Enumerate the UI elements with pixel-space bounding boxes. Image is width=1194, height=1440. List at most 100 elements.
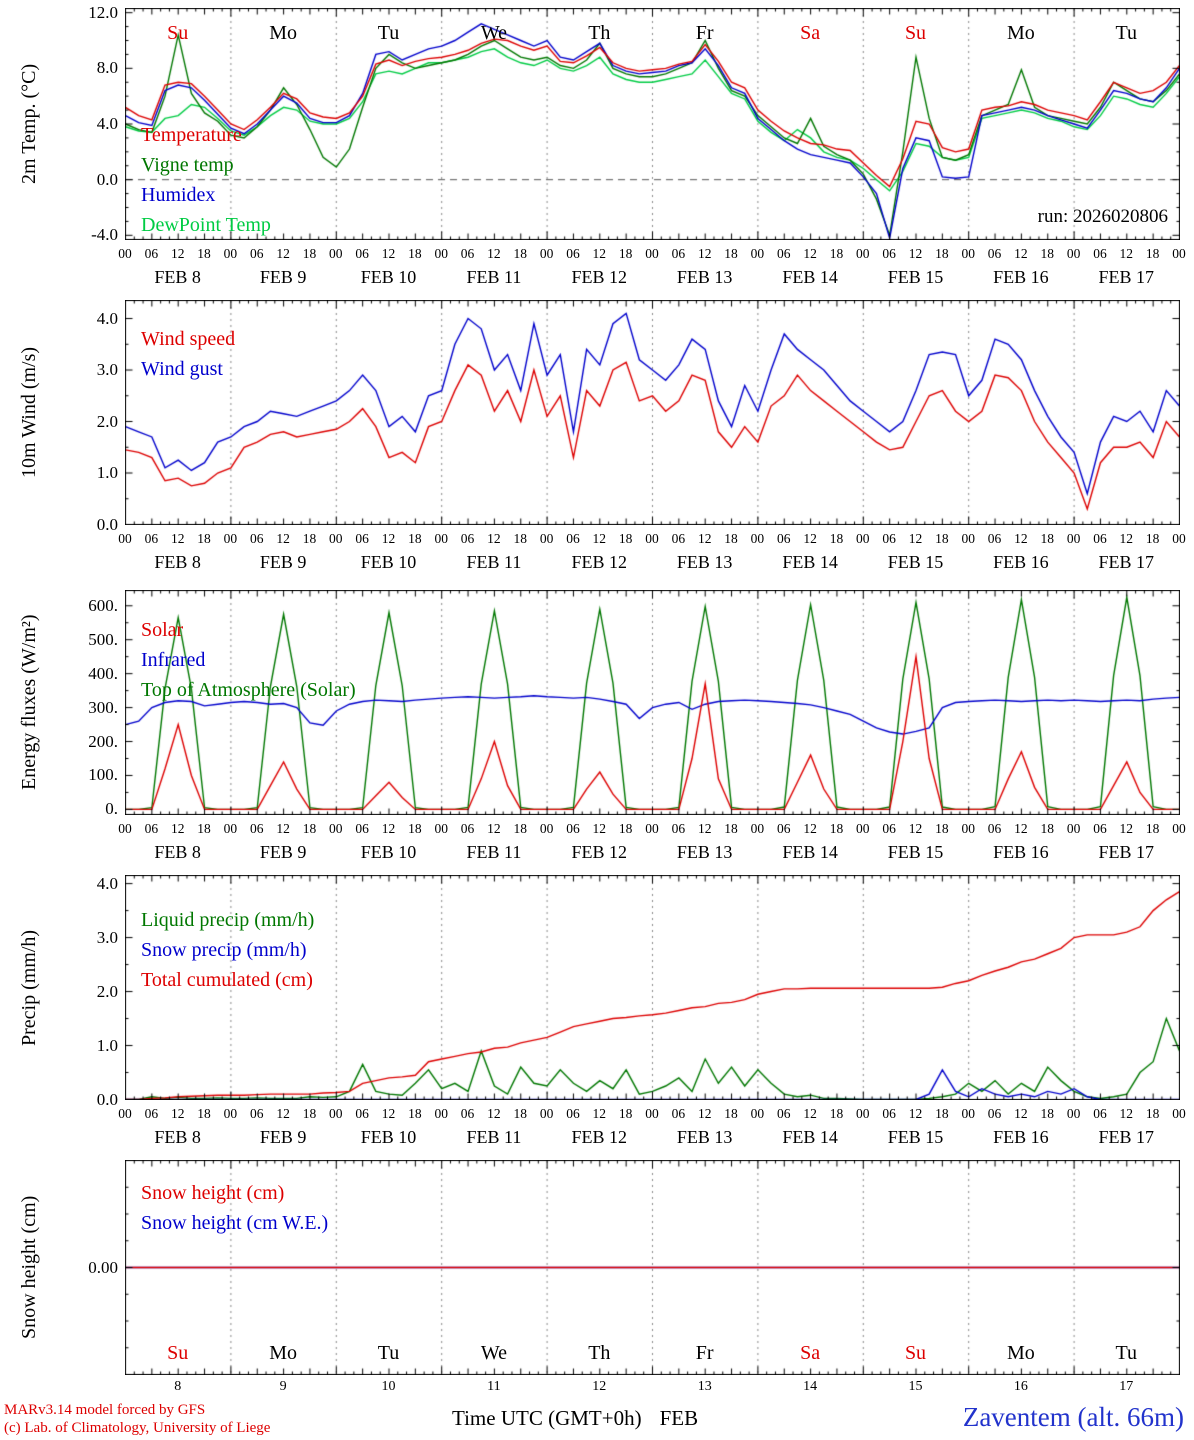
day-name-label: Mo — [269, 22, 297, 44]
hour-tick-label: 18 — [1145, 821, 1160, 836]
hour-tick-label: 00 — [645, 246, 659, 261]
date-label: FEB 11 — [466, 552, 522, 572]
hour-tick-label: 18 — [197, 246, 211, 261]
hour-tick-label: 18 — [513, 531, 528, 546]
hour-tick-label: 18 — [935, 246, 949, 261]
hour-tick-label: 18 — [197, 1106, 211, 1121]
date-label: FEB 13 — [676, 842, 733, 862]
hour-tick-label: 06 — [355, 246, 369, 261]
legend-item: Wind speed — [141, 328, 236, 350]
hour-tick-label: 12 — [276, 821, 290, 836]
hour-tick-label: 00 — [961, 821, 975, 836]
day-number-label: 13 — [697, 1379, 712, 1394]
hour-tick-label: 00 — [434, 246, 448, 261]
hour-tick-label: 06 — [777, 1106, 791, 1121]
model-credit: MARv3.14 model forced by GFS (c) Lab. of… — [4, 1401, 270, 1437]
hour-tick-label: 12 — [1014, 531, 1028, 546]
hour-tick-label: 18 — [935, 531, 949, 546]
hour-tick-label: 18 — [724, 1106, 738, 1121]
hour-tick-label: 18 — [935, 1106, 949, 1121]
legend-item: Wind gust — [141, 358, 223, 380]
hour-tick-label: 06 — [460, 821, 475, 836]
hour-tick-label: 00 — [539, 531, 554, 546]
y-tick-label: 300. — [88, 697, 118, 717]
legend-item: Humidex — [141, 184, 216, 206]
legend-item: Liquid precip (mm/h) — [141, 909, 315, 931]
snow-legend: Snow height (cm) Snow height (cm W.E.) — [141, 1178, 328, 1238]
hour-tick-label: 18 — [408, 531, 422, 546]
hour-tick-label: 06 — [1093, 821, 1107, 836]
month-label: FEB — [659, 1406, 699, 1430]
credit-line-2: (c) Lab. of Climatology, University of L… — [4, 1420, 271, 1436]
hour-tick-label: 06 — [671, 531, 686, 546]
hour-tick-label: 00 — [329, 246, 343, 261]
hour-tick-label: 12 — [1119, 821, 1134, 836]
hour-tick-label: 18 — [829, 246, 844, 261]
hour-tick-label: 00 — [856, 531, 870, 546]
hour-tick-label: 12 — [908, 531, 923, 546]
date-label: FEB 14 — [782, 1127, 838, 1147]
hour-tick-label: 18 — [197, 821, 211, 836]
hour-tick-label: 12 — [1119, 1106, 1134, 1121]
hour-tick-label: 12 — [1014, 1106, 1028, 1121]
y-tick-label: 200. — [88, 731, 118, 751]
hour-tick-label: 18 — [302, 821, 317, 836]
hour-tick-label: 06 — [250, 1106, 264, 1121]
hour-tick-label: 12 — [170, 1106, 185, 1121]
y-tick-label: 600. — [88, 595, 118, 615]
snow-plot-canvas — [125, 1160, 1180, 1375]
hour-tick-label: 06 — [987, 821, 1002, 836]
day-name-label: Th — [588, 22, 611, 44]
hour-tick-label: 18 — [302, 531, 317, 546]
hour-tick-label: 00 — [329, 821, 343, 836]
snow-plot-area: Snow height (cm) Snow height (cm W.E.) Su… — [125, 1160, 1180, 1375]
hour-tick-label: 00 — [645, 1106, 659, 1121]
hour-tick-label: 00 — [645, 531, 659, 546]
date-label: FEB 9 — [259, 1127, 307, 1147]
day-name-label: Th — [588, 1342, 611, 1364]
hour-tick-label: 18 — [829, 821, 844, 836]
hour-tick-label: 06 — [777, 821, 791, 836]
y-tick-label: 2.0 — [96, 411, 118, 431]
hour-tick-label: 18 — [829, 531, 844, 546]
date-label: FEB 12 — [571, 842, 628, 862]
y-tick-label: 3.0 — [96, 360, 118, 380]
hour-tick-label: 00 — [1172, 246, 1186, 261]
hour-tick-label: 06 — [566, 246, 580, 261]
y-tick-label: 0.0 — [96, 169, 118, 189]
hour-tick-label: 18 — [408, 1106, 422, 1121]
date-label: FEB 14 — [782, 267, 838, 287]
hour-tick-label: 00 — [1172, 821, 1186, 836]
hour-tick-label: 06 — [355, 531, 369, 546]
hour-tick-label: 00 — [961, 531, 975, 546]
day-name-label: Sa — [800, 22, 821, 44]
hour-tick-label: 12 — [592, 246, 607, 261]
hour-tick-label: 12 — [170, 821, 185, 836]
day-name-label: Mo — [1006, 1342, 1035, 1364]
day-number-label: 12 — [592, 1379, 607, 1394]
energy-plot-canvas — [125, 590, 1180, 815]
hour-tick-label: 06 — [882, 531, 896, 546]
panel-precip: Precip (mm/h) Liquid precip (mm/h) Snow p… — [0, 874, 1194, 1109]
hour-tick-label: 12 — [803, 531, 817, 546]
panel-wind: 10m Wind (m/s) Wind speed Wind gust 4.0 3.… — [0, 300, 1194, 534]
hour-tick-label: 18 — [513, 821, 528, 836]
station-label: Zaventem (alt. 66m) — [962, 1402, 1184, 1432]
hour-tick-label: 06 — [144, 821, 159, 836]
day-number-label: 16 — [1013, 1379, 1028, 1394]
hour-tick-label: 18 — [1040, 821, 1055, 836]
hour-tick-label: 12 — [592, 1106, 607, 1121]
x-axis-title: Time UTC (GMT+0h) FEB — [452, 1406, 698, 1431]
panel-energy: Energy fluxes (W/m²) Solar Infrared Top of… — [0, 590, 1194, 818]
hour-tick-label: 18 — [724, 821, 738, 836]
hour-tick-label: 00 — [1172, 531, 1186, 546]
hour-tick-label: 18 — [408, 821, 422, 836]
hour-tick-label: 06 — [987, 1106, 1002, 1121]
hour-tick-label: 06 — [777, 246, 791, 261]
hour-tick-label: 00 — [961, 246, 975, 261]
hour-tick-label: 00 — [1066, 531, 1081, 546]
wind-plot-area: Wind speed Wind gust — [125, 300, 1180, 525]
hour-tick-label: 18 — [724, 246, 738, 261]
hour-tick-label: 06 — [777, 531, 791, 546]
